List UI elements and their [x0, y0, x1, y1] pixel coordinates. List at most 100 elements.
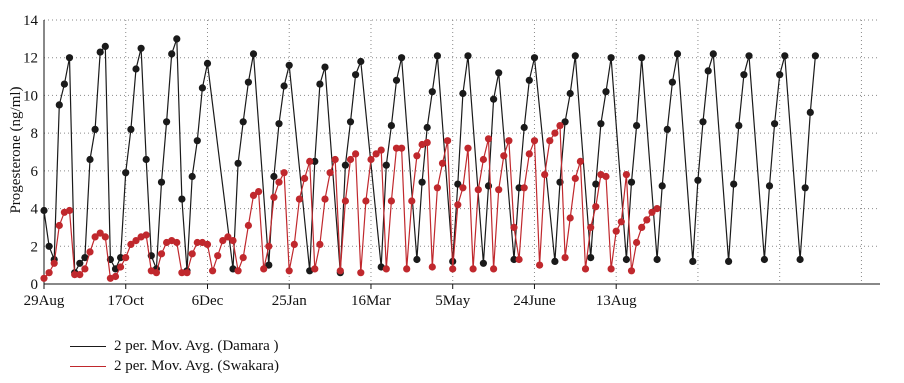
data-point — [806, 108, 814, 116]
data-point — [536, 261, 544, 269]
data-point — [663, 125, 671, 133]
data-point — [234, 159, 242, 167]
data-point — [290, 240, 298, 248]
data-point — [372, 150, 380, 158]
data-point — [638, 54, 646, 62]
data-point — [627, 178, 636, 186]
data-point — [673, 50, 682, 58]
data-point — [530, 137, 539, 145]
data-point — [541, 171, 549, 179]
data-point — [331, 155, 339, 164]
data-point — [122, 169, 130, 177]
data-point — [515, 255, 523, 264]
data-point — [352, 71, 360, 79]
legend-label-damara: 2 per. Mov. Avg. (Damara ) — [114, 337, 279, 354]
data-point — [776, 71, 784, 79]
data-point — [495, 186, 503, 194]
data-point — [689, 257, 697, 265]
series-line — [43, 38, 816, 275]
data-point — [280, 169, 288, 177]
data-point — [633, 122, 641, 130]
data-point — [60, 80, 68, 88]
data-point — [433, 184, 441, 192]
data-point — [730, 180, 738, 188]
x-tick-label: 29Aug — [24, 293, 65, 309]
data-point — [214, 252, 222, 260]
data-point — [55, 221, 63, 230]
data-point — [668, 78, 677, 86]
data-point — [280, 82, 288, 90]
data-point — [127, 125, 135, 133]
y-tick-label: 0 — [31, 277, 39, 293]
data-point — [301, 174, 309, 182]
data-point — [561, 254, 569, 262]
data-point — [408, 197, 416, 205]
legend-item-damara: 2 per. Mov. Avg. (Damara ) — [70, 336, 279, 356]
data-point — [122, 254, 130, 262]
data-point — [377, 146, 385, 154]
data-point — [346, 118, 355, 126]
data-point — [50, 259, 58, 267]
series-layer — [40, 35, 820, 282]
data-point — [239, 118, 247, 126]
data-point — [265, 242, 273, 250]
data-point — [515, 184, 523, 192]
data-point — [765, 182, 774, 190]
data-point — [464, 144, 472, 152]
data-point — [101, 233, 109, 241]
data-point — [341, 197, 349, 205]
data-point — [357, 57, 365, 66]
data-point — [91, 125, 99, 133]
data-point — [801, 184, 809, 192]
data-point — [137, 44, 145, 52]
data-point — [285, 61, 293, 69]
data-point — [71, 271, 79, 279]
data-point — [326, 169, 334, 177]
data-point — [270, 193, 278, 201]
data-point — [459, 184, 467, 192]
x-tick-label: 13Aug — [596, 293, 637, 309]
data-point — [607, 265, 615, 273]
data-point — [428, 88, 436, 96]
data-point — [781, 52, 789, 60]
data-point — [183, 269, 191, 277]
data-point — [520, 123, 528, 132]
data-point — [352, 150, 360, 158]
data-point — [745, 52, 753, 60]
data-point — [101, 42, 109, 51]
data-point — [428, 263, 436, 271]
data-point — [321, 63, 329, 71]
data-point — [168, 50, 176, 58]
data-point — [316, 80, 324, 88]
data-point — [157, 250, 166, 258]
data-point — [495, 69, 503, 77]
data-point — [633, 238, 641, 247]
data-point — [316, 240, 324, 248]
data-point — [295, 195, 303, 203]
data-point — [76, 259, 84, 267]
data-point — [622, 255, 631, 264]
data-point — [341, 161, 349, 169]
data-point — [566, 214, 574, 222]
data-point — [740, 71, 748, 79]
data-point — [438, 159, 447, 167]
data-point — [270, 172, 278, 181]
data-point — [735, 122, 743, 130]
data-point — [444, 137, 452, 145]
data-point — [597, 120, 605, 128]
data-point — [157, 178, 166, 186]
data-point — [612, 227, 620, 235]
data-point — [86, 248, 94, 256]
y-tick-label: 6 — [31, 164, 39, 180]
y-axis-label: Progesterone (ng/ml) — [8, 86, 24, 213]
legend-label-swakara: 2 per. Mov. Avg. (Swakara) — [114, 357, 279, 374]
data-point — [132, 65, 140, 73]
data-point — [413, 152, 421, 160]
data-point — [86, 155, 94, 164]
data-point — [387, 197, 395, 205]
data-point — [725, 257, 733, 265]
legend-line-damara — [70, 345, 106, 347]
data-point — [561, 118, 569, 126]
data-point — [81, 254, 89, 262]
data-point — [546, 137, 554, 145]
